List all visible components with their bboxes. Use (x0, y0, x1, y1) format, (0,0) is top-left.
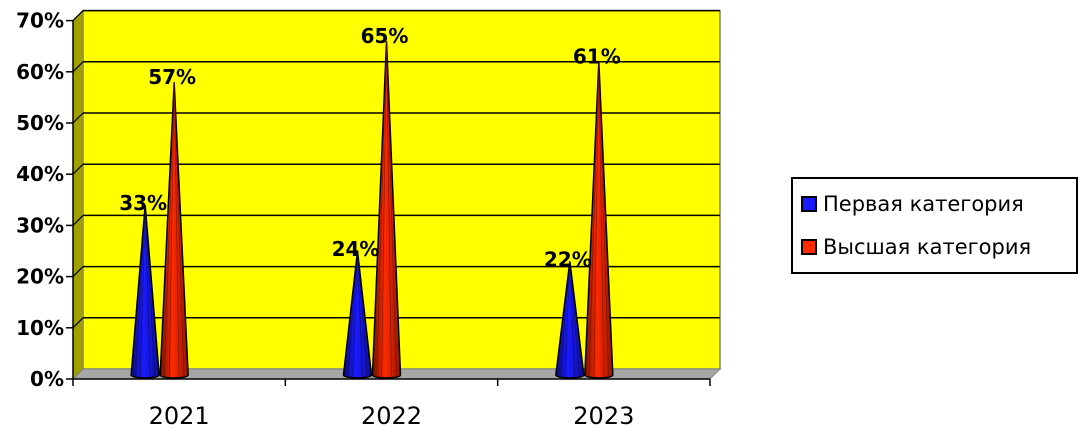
gridline-side (72, 10, 84, 22)
y-tick-label: 60% (16, 60, 64, 84)
axes (66, 19, 711, 386)
y-tick-label: 30% (16, 213, 64, 237)
legend-label-series-1: Первая категория (823, 192, 1024, 216)
y-tick-label: 20% (16, 265, 64, 289)
y-tick-label: 70% (16, 9, 64, 33)
gridline-side (72, 266, 84, 278)
bar-2023-series-1 (555, 261, 585, 379)
x-tick-label: 2021 (149, 402, 210, 428)
plot-area (71, 9, 722, 381)
y-tick-label: 40% (16, 162, 64, 186)
gridline-side (72, 61, 84, 73)
bar-2021-series-1 (130, 204, 160, 379)
bars (130, 41, 614, 379)
y-tick-label: 10% (16, 316, 64, 340)
x-tick-label: 2022 (361, 402, 422, 428)
legend-item-series-1: Первая категория (801, 189, 1024, 219)
bar-2022-series-2 (371, 41, 402, 379)
data-label-2023-series-1: 22% (544, 247, 592, 271)
bar-2021-series-2 (159, 82, 189, 379)
gridlines (72, 9, 720, 329)
data-label-2022-series-1: 24% (332, 237, 380, 261)
x-axis-ticks: 2021 2022 2023 (149, 402, 635, 428)
legend-label-series-2: Высшая категория (823, 235, 1032, 259)
data-label-2023-series-2: 61% (573, 45, 621, 69)
gridline-side (72, 214, 84, 226)
data-label-2021-series-1: 33% (119, 191, 167, 215)
legend: Первая категория Высшая категория (791, 177, 1078, 274)
y-tick-label: 50% (16, 111, 64, 135)
legend-swatch-series-1 (801, 196, 817, 212)
legend-item-series-2: Высшая категория (801, 232, 1031, 262)
data-label-2022-series-2: 65% (361, 24, 409, 48)
legend-swatch-series-2 (801, 239, 817, 255)
x-tick-label: 2023 (573, 402, 634, 428)
gridline-side (72, 317, 84, 329)
side-wall (72, 9, 84, 381)
data-labels: 33% 57% 24% 65% 22% 61% (119, 24, 621, 271)
y-tick-label: 0% (30, 367, 64, 391)
y-axis-ticks: 0% 10% 20% 30% 40% 50% 60% 70% (16, 9, 64, 391)
data-label-2021-series-2: 57% (148, 65, 196, 89)
gridline-side (72, 112, 84, 124)
gridline-side (72, 163, 84, 175)
bar-2022-series-1 (342, 251, 373, 379)
back-wall (82, 9, 721, 370)
bar-2023-series-2 (584, 61, 614, 379)
chart-area: 0% 10% 20% 30% 40% 50% 60% 70% 2021 2022 2023 33%… (16, 9, 722, 428)
